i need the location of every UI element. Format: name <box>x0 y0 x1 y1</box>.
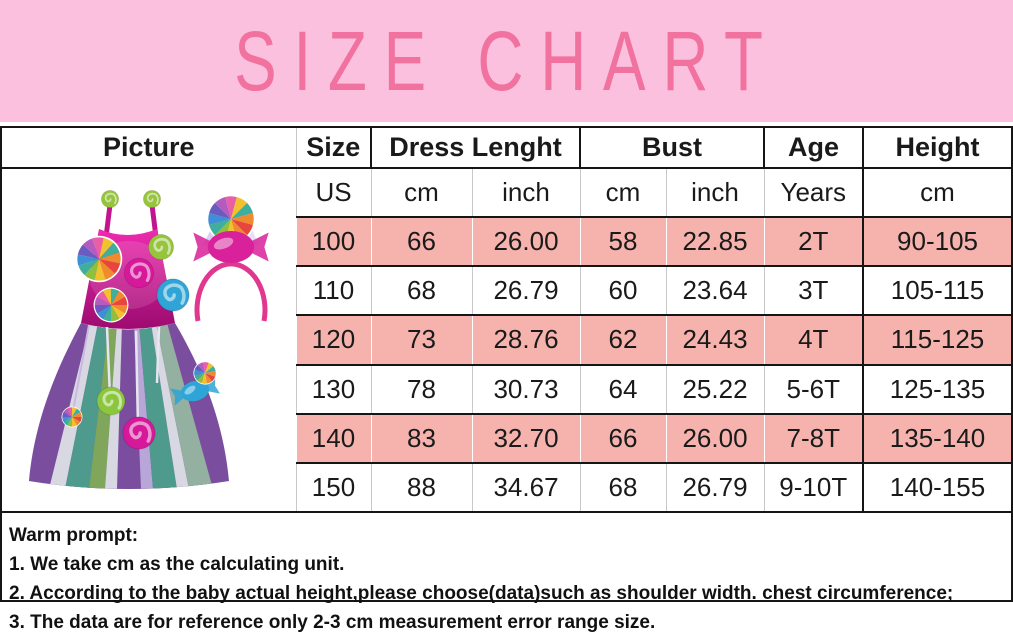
cell-size: 150 <box>295 462 371 512</box>
cell-dress-cm: 83 <box>370 413 472 463</box>
table-row: 110 68 26.79 60 23.64 3T 105-115 <box>2 266 1012 316</box>
cell-age: 7-8T <box>763 413 864 463</box>
cell-size: 130 <box>295 364 371 414</box>
col-header-dress-length: Dress Lenght <box>369 128 581 168</box>
warm-prompt-line-2: 2. According to the baby actual height,p… <box>9 583 954 604</box>
warm-prompt-title: Warm prompt: <box>9 525 139 546</box>
banner-divider <box>0 122 1013 126</box>
swirl-candy-icon <box>95 385 127 417</box>
candy-dress-illustration <box>29 189 269 489</box>
size-chart-banner: SIZE CHART <box>0 0 1013 122</box>
wrapped-candy-icon <box>193 231 269 263</box>
cell-height: 135-140 <box>862 413 1012 463</box>
col-header-size: Size <box>295 128 371 168</box>
cell-height: 140-155 <box>862 462 1012 512</box>
cell-bust-cm: 60 <box>579 266 667 316</box>
table-row: 100 66 26.00 58 22.85 2T 90-105 <box>2 217 1012 267</box>
warm-prompt-section: Warm prompt: 1. We take cm as the calcul… <box>2 513 1011 637</box>
swirl-candy-icon <box>147 233 175 261</box>
cell-dress-cm: 68 <box>370 266 472 316</box>
warm-prompt-line-3: 3. The data are for reference only 2-3 c… <box>9 612 656 633</box>
cell-dress-cm: 73 <box>370 315 472 365</box>
swirl-candy-icon <box>122 256 156 290</box>
subheader-bust-inch: inch <box>665 168 765 218</box>
cell-bust-cm: 66 <box>579 413 667 463</box>
subheader-bust-cm: cm <box>579 168 667 218</box>
col-header-height: Height <box>862 128 1012 168</box>
cell-dress-inch: 26.00 <box>471 217 581 267</box>
swirl-candy-icon <box>121 415 157 451</box>
cell-height: 90-105 <box>862 217 1012 267</box>
strap-candy-icon <box>100 189 120 209</box>
col-header-bust: Bust <box>579 128 765 168</box>
page-title: SIZE CHART <box>233 14 780 108</box>
headband-figure <box>193 189 269 322</box>
swirl-candy-icon <box>155 277 191 313</box>
product-picture-cell <box>2 168 296 512</box>
cell-dress-cm: 88 <box>370 462 472 512</box>
subheader-size-unit: US <box>295 168 371 218</box>
subheader-dress-cm: cm <box>370 168 472 218</box>
table-subheader-row: US cm inch cm inch Years cm <box>2 168 1012 512</box>
table-row: 130 78 30.73 64 25.22 5-6T 125-135 <box>2 364 1012 414</box>
cell-dress-inch: 34.67 <box>471 462 581 512</box>
cell-age: 5-6T <box>763 364 864 414</box>
cell-dress-inch: 28.76 <box>471 315 581 365</box>
size-table: Picture Size Dress Lenght Bust Age Heigh… <box>2 128 1012 513</box>
table-row: 150 88 34.67 68 26.79 9-10T 140-155 <box>2 462 1012 512</box>
cell-age: 2T <box>763 217 864 267</box>
col-header-picture: Picture <box>102 132 195 162</box>
cell-bust-inch: 23.64 <box>665 266 765 316</box>
table-row: 120 73 28.76 62 24.43 4T 115-125 <box>2 315 1012 365</box>
cell-height: 105-115 <box>862 266 1012 316</box>
col-header-age: Age <box>763 128 864 168</box>
cell-bust-inch: 24.43 <box>665 315 765 365</box>
subheader-age-unit: Years <box>763 168 864 218</box>
cell-bust-inch: 26.00 <box>665 413 765 463</box>
cell-dress-inch: 32.70 <box>471 413 581 463</box>
cell-size: 100 <box>295 217 371 267</box>
cell-bust-cm: 64 <box>579 364 667 414</box>
cell-age: 9-10T <box>763 462 864 512</box>
cell-bust-cm: 58 <box>579 217 667 267</box>
cell-age: 3T <box>763 266 864 316</box>
strap-candy-icon <box>142 189 162 209</box>
size-chart-sheet: Picture Size Dress Lenght Bust Age Heigh… <box>0 126 1013 633</box>
cell-size: 110 <box>295 266 371 316</box>
cell-dress-cm: 66 <box>370 217 472 267</box>
cell-height: 115-125 <box>862 315 1012 365</box>
cell-size: 120 <box>295 315 371 365</box>
subheader-height-unit: cm <box>862 168 1012 218</box>
cell-dress-cm: 78 <box>370 364 472 414</box>
product-picture <box>2 169 296 511</box>
table-row: 140 83 32.70 66 26.00 7-8T 135-140 <box>2 413 1012 463</box>
headband-arc <box>194 261 268 322</box>
subheader-dress-inch: inch <box>471 168 581 218</box>
cell-bust-cm: 68 <box>579 462 667 512</box>
warm-prompt-line-1: 1. We take cm as the calculating unit. <box>9 554 345 575</box>
cell-bust-inch: 26.79 <box>665 462 765 512</box>
cell-dress-inch: 30.73 <box>471 364 581 414</box>
cell-bust-inch: 22.85 <box>665 217 765 267</box>
dress-figure <box>29 189 229 489</box>
lollipop-icon <box>61 406 83 428</box>
cell-dress-inch: 26.79 <box>471 266 581 316</box>
cell-height: 125-135 <box>862 364 1012 414</box>
cell-size: 140 <box>295 413 371 463</box>
cell-bust-inch: 25.22 <box>665 364 765 414</box>
cell-age: 4T <box>763 315 864 365</box>
table-header-row: Picture Size Dress Lenght Bust Age Heigh… <box>2 128 1012 168</box>
cell-bust-cm: 62 <box>579 315 667 365</box>
